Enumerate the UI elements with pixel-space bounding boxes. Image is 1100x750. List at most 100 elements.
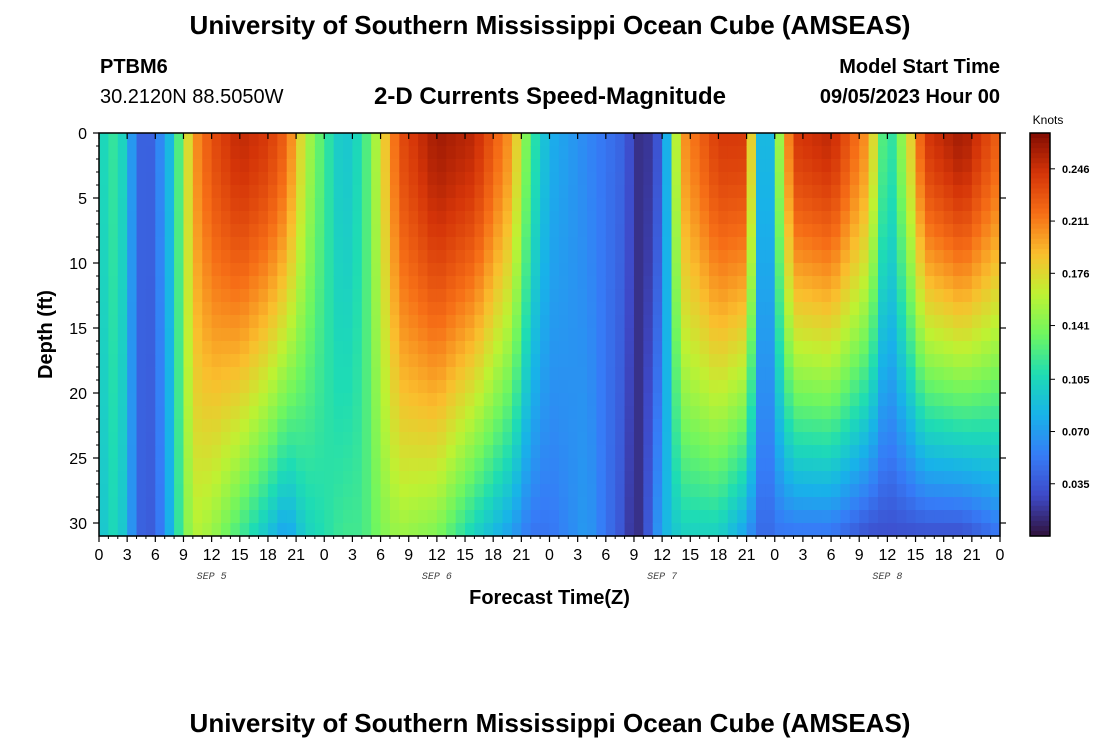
heatmap-cell: [558, 211, 569, 225]
heatmap-cell: [568, 458, 579, 472]
heatmap-cell: [427, 380, 438, 394]
heatmap-cell: [371, 406, 382, 420]
heatmap-cell: [286, 172, 297, 186]
heatmap-cell: [577, 237, 588, 251]
heatmap-cell: [784, 445, 795, 459]
heatmap-cell: [108, 367, 119, 381]
heatmap-cell: [352, 198, 363, 212]
heatmap-cell: [511, 341, 522, 355]
heatmap-cell: [587, 523, 598, 537]
heatmap-cell: [784, 263, 795, 277]
heatmap-cell: [906, 276, 917, 290]
heatmap-cell: [943, 276, 954, 290]
heatmap-cell: [962, 419, 973, 433]
heatmap-cell: [136, 211, 147, 225]
heatmap-cell: [530, 497, 541, 511]
heatmap-cell: [643, 341, 654, 355]
heatmap-cell: [540, 406, 551, 420]
heatmap-cell: [633, 172, 644, 186]
colorbar-segment: [1030, 289, 1050, 295]
heatmap-cell: [361, 510, 372, 524]
heatmap-cell: [305, 380, 316, 394]
heatmap-cell: [699, 367, 710, 381]
heatmap-cell: [202, 224, 213, 238]
heatmap-cell: [849, 250, 860, 264]
heatmap-cell: [990, 367, 1001, 381]
heatmap-cell: [324, 172, 335, 186]
heatmap-cell: [652, 445, 663, 459]
heatmap-cell: [887, 211, 898, 225]
heatmap-cell: [877, 497, 888, 511]
heatmap-cell: [690, 315, 701, 329]
heatmap-cell: [455, 289, 466, 303]
heatmap-cell: [934, 133, 945, 147]
heatmap-cell: [155, 419, 166, 433]
heatmap-cell: [455, 185, 466, 199]
heatmap-cell: [727, 159, 738, 173]
heatmap-cell: [774, 497, 785, 511]
heatmap-cell: [465, 185, 476, 199]
heatmap-cell: [343, 341, 354, 355]
heatmap-cell: [962, 159, 973, 173]
heatmap-cell: [981, 250, 992, 264]
heatmap-cell: [389, 133, 400, 147]
heatmap-cell: [727, 471, 738, 485]
heatmap-cell: [784, 471, 795, 485]
heatmap-cell: [249, 445, 260, 459]
heatmap-cell: [502, 250, 513, 264]
heatmap-cell: [990, 276, 1001, 290]
heatmap-cell: [427, 159, 438, 173]
x-tick-label: 6: [827, 547, 836, 564]
heatmap-cell: [164, 523, 175, 537]
heatmap-cell: [812, 458, 823, 472]
heatmap-cell: [427, 315, 438, 329]
heatmap-cell: [540, 237, 551, 251]
heatmap-cell: [558, 393, 569, 407]
heatmap-cell: [258, 432, 269, 446]
heatmap-cell: [605, 211, 616, 225]
heatmap-cell: [821, 471, 832, 485]
heatmap-cell: [774, 471, 785, 485]
heatmap-cell: [183, 523, 194, 537]
heatmap-cell: [990, 445, 1001, 459]
heatmap-cell: [427, 510, 438, 524]
heatmap-cell: [192, 341, 203, 355]
heatmap-cell: [605, 289, 616, 303]
heatmap-cell: [455, 159, 466, 173]
heatmap-cell: [418, 419, 429, 433]
heatmap-cell: [643, 276, 654, 290]
heatmap-cell: [868, 510, 879, 524]
heatmap-cell: [183, 328, 194, 342]
heatmap-cell: [727, 458, 738, 472]
heatmap-cell: [774, 289, 785, 303]
heatmap-cell: [587, 250, 598, 264]
x-tick-label: 0: [545, 547, 554, 564]
heatmap-cell: [755, 302, 766, 316]
heatmap-cell: [117, 341, 128, 355]
heatmap-cell: [145, 289, 156, 303]
heatmap-cell: [962, 328, 973, 342]
heatmap-cell: [230, 198, 241, 212]
heatmap-cell: [718, 354, 729, 368]
heatmap-cell: [352, 211, 363, 225]
heatmap-cell: [755, 133, 766, 147]
heatmap-cell: [192, 497, 203, 511]
heatmap-cell: [934, 510, 945, 524]
heatmap-cell: [239, 510, 250, 524]
colorbar-frame: [1029, 132, 1051, 537]
heatmap-cell: [239, 393, 250, 407]
heatmap-cell: [389, 510, 400, 524]
heatmap-cell: [343, 328, 354, 342]
heatmap-cell: [221, 484, 231, 498]
heatmap-cell: [605, 380, 616, 394]
heatmap-cell: [436, 341, 447, 355]
heatmap-cell: [277, 445, 288, 459]
heatmap-cell: [784, 458, 795, 472]
heatmap-cell: [981, 159, 992, 173]
heatmap-cell: [971, 263, 982, 277]
heatmap-cell: [906, 458, 917, 472]
heatmap-cell: [605, 237, 616, 251]
heatmap-cell: [324, 497, 335, 511]
colorbar-segment: [1030, 495, 1050, 502]
heatmap-cell: [962, 432, 973, 446]
